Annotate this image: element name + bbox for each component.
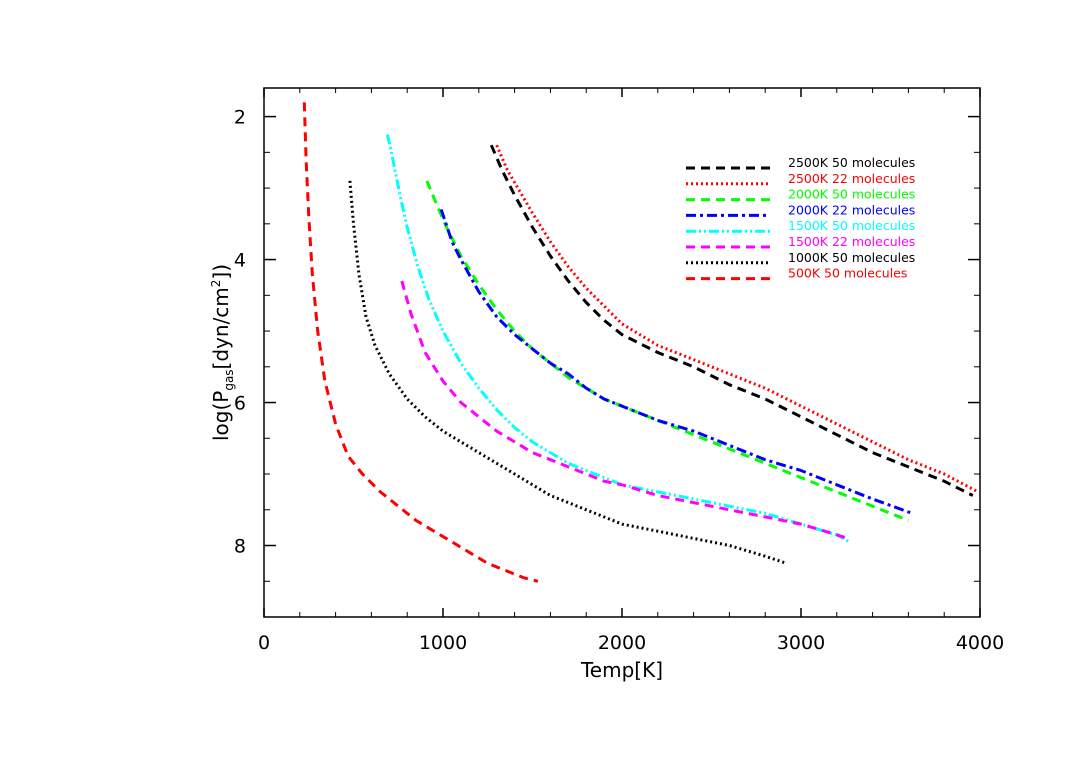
y-axis-title-prefix: log(P [209, 391, 233, 441]
series-line-3 [425, 180, 909, 522]
tick-layer: 0 1000 2000 3000 4000 2 4 6 8 [234, 88, 1004, 654]
y-axis-title-subscript: gas [222, 369, 236, 390]
series-line-5 [386, 134, 851, 544]
legend-label: 1000K 50 molecules [788, 250, 915, 265]
x-tick-label: 3000 [777, 632, 825, 654]
y-tick-label: 8 [234, 536, 246, 558]
series-line-2 [495, 144, 979, 494]
x-tick-label: 0 [258, 632, 270, 654]
series-line-8 [302, 102, 539, 583]
y-tick-label: 6 [234, 393, 246, 415]
y-tick-label: 2 [234, 107, 246, 129]
series-line-7 [348, 180, 788, 565]
x-axis-title: Temp[K] [580, 658, 663, 682]
y-axis-title-suffix: ]) [209, 264, 233, 280]
legend-label: 1500K 22 molecules [788, 234, 915, 249]
y-axis-title: log(Pgas[dyn/cm2]) [209, 264, 236, 441]
series-layer [302, 102, 979, 583]
x-tick-label: 4000 [956, 632, 1004, 654]
y-axis-title-superscript: 2 [209, 280, 223, 288]
y-axis-title-middle: [dyn/cm [209, 287, 233, 369]
legend-label: 2500K 50 molecules [788, 155, 915, 170]
legend-label: 2000K 22 molecules [788, 202, 915, 217]
x-tick-label: 2000 [598, 632, 646, 654]
legend-label: 2000K 50 molecules [788, 187, 915, 202]
y-tick-label: 4 [234, 250, 246, 272]
legend-label: 1500K 50 molecules [788, 218, 915, 233]
series-line-4 [439, 209, 913, 515]
series-line-6 [400, 280, 848, 540]
legend-label: 500K 50 molecules [788, 266, 907, 281]
legend-label: 2500K 22 molecules [788, 171, 915, 186]
series-line-1 [489, 144, 974, 497]
x-tick-label: 1000 [419, 632, 467, 654]
